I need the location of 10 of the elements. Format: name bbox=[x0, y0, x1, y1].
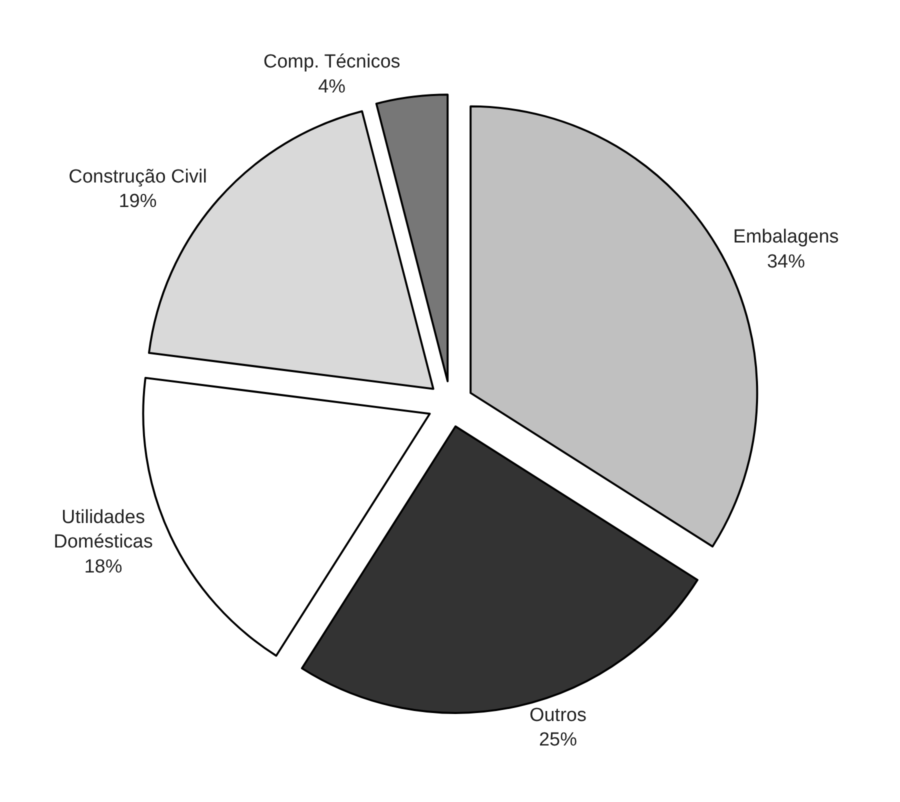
slice-label: Comp. Técnicos bbox=[263, 52, 400, 73]
slice-label: Construção Civil bbox=[68, 166, 207, 188]
slice-label: Utilidades Domésticas bbox=[54, 506, 153, 553]
slice-label: Embalagens bbox=[733, 226, 839, 248]
data-label: 25% bbox=[538, 730, 578, 751]
data-label: 18% bbox=[84, 556, 122, 578]
data-label: 34% bbox=[766, 251, 806, 272]
data-label: 19% bbox=[118, 191, 157, 212]
data-label: 4% bbox=[318, 76, 346, 98]
slice-label: Outros bbox=[529, 704, 586, 726]
